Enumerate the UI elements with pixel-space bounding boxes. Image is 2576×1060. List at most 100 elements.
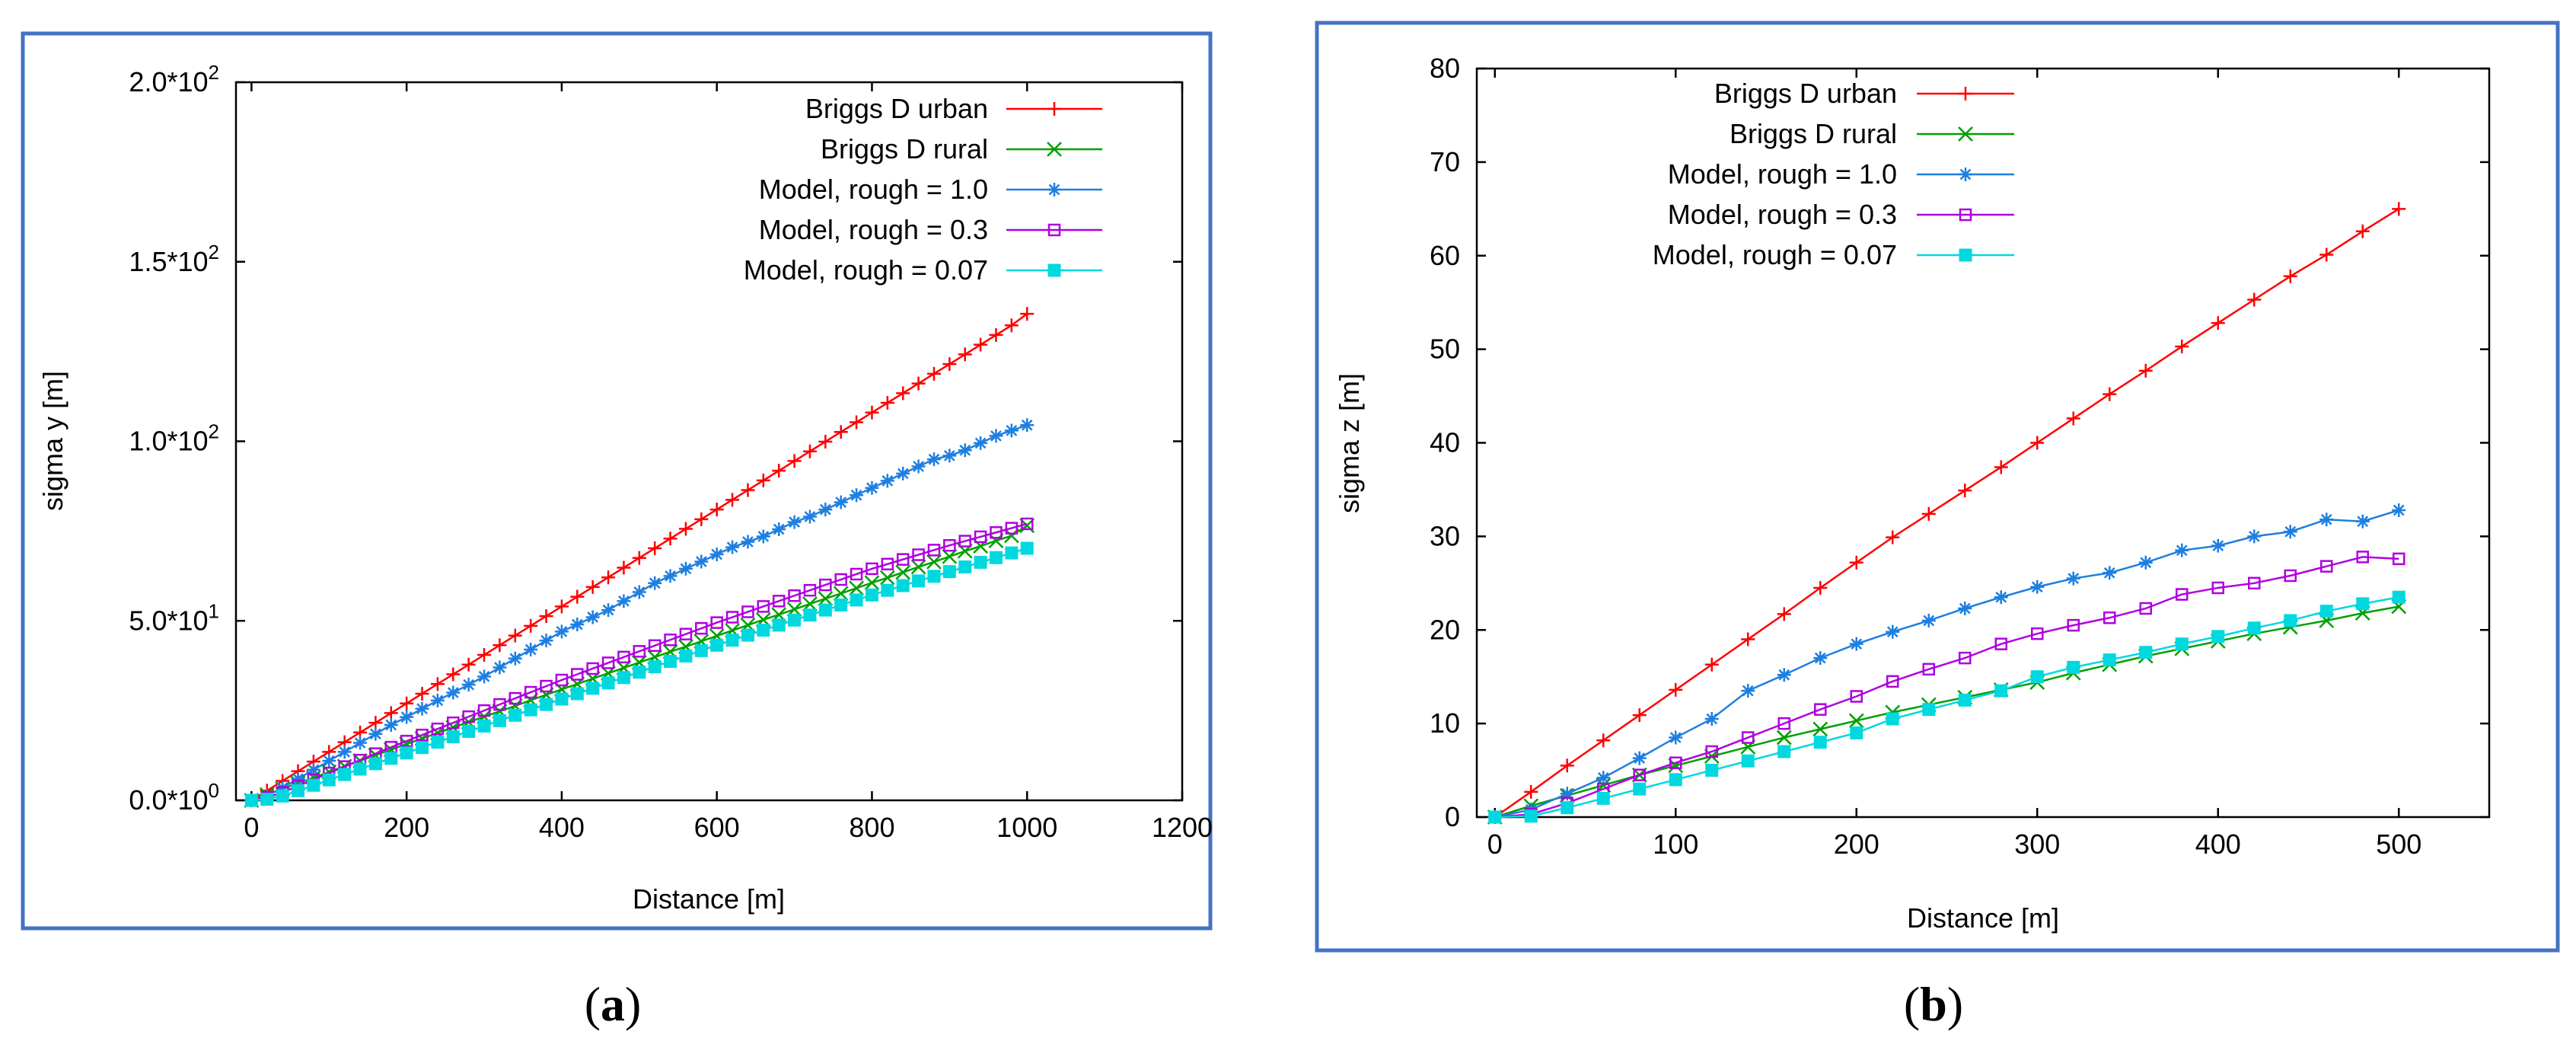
data-point (1020, 418, 1035, 433)
data-point (974, 436, 988, 450)
data-point (1886, 675, 1899, 688)
data-point (632, 551, 646, 565)
data-point (787, 515, 802, 529)
data-point (694, 643, 708, 657)
data-point (586, 662, 599, 675)
data-point (866, 562, 878, 576)
data-point (384, 717, 398, 732)
data-point (1958, 601, 1972, 615)
data-point (1777, 745, 1791, 758)
legend-marker (1959, 87, 1972, 101)
data-point (2030, 670, 2044, 684)
data-point (1488, 810, 1502, 824)
data-point (1705, 745, 1718, 758)
data-point (1561, 801, 1574, 815)
data-point (585, 579, 600, 594)
data-point (989, 429, 1003, 443)
data-point (879, 570, 895, 586)
data-point (850, 567, 863, 581)
data-point (741, 535, 755, 549)
data-point (1959, 651, 1972, 665)
y-tick-label: 50 (1430, 334, 1460, 365)
data-point (260, 793, 274, 806)
data-point (958, 535, 971, 548)
data-point (1958, 693, 1972, 707)
data-point (461, 678, 476, 692)
y-tick-label: 20 (1430, 614, 1460, 645)
data-point (524, 703, 537, 717)
data-point (694, 512, 709, 526)
data-point (539, 609, 553, 624)
series-line-3 (251, 424, 1028, 802)
data-point (2031, 627, 2044, 640)
data-point (539, 634, 553, 648)
data-point (865, 588, 878, 602)
data-point (974, 530, 987, 544)
data-point (1524, 784, 1538, 799)
data-point (756, 473, 770, 487)
x-tick-label: 800 (849, 812, 894, 843)
data-point (1632, 751, 1647, 765)
data-point (1813, 736, 1827, 749)
data-point (446, 685, 461, 700)
data-point (431, 722, 445, 736)
y-tick-label: 5.0*101 (129, 599, 219, 636)
panel-a-caption: (a) (585, 977, 642, 1031)
data-point (2319, 605, 2333, 618)
data-point (2138, 555, 2153, 570)
data-point (818, 503, 833, 517)
data-point (679, 649, 693, 662)
data-point (368, 757, 382, 771)
data-point (446, 667, 461, 682)
data-point (571, 668, 584, 681)
data-point (633, 645, 646, 658)
panel-b: 0 100 200 300 400 500 0 10 20 30 40 50 60 70 80 Briggs… (1315, 21, 2560, 1031)
data-point (1704, 657, 1719, 672)
data-point (942, 449, 957, 463)
data-point (958, 347, 972, 362)
data-point (896, 386, 910, 401)
data-point (834, 425, 848, 439)
data-point (400, 696, 414, 710)
data-point (477, 719, 491, 733)
data-point (2103, 611, 2116, 624)
data-point (493, 660, 507, 675)
series-line-2 (1494, 605, 2399, 819)
panel-b-ylabel: sigma z [m] (1334, 373, 1365, 513)
data-point (353, 736, 368, 750)
data-point (1705, 764, 1719, 777)
series-line-3 (1494, 509, 2399, 819)
data-point (1886, 624, 1900, 639)
y-tick-label: 70 (1430, 146, 1460, 177)
data-point (757, 600, 770, 613)
data-point (772, 522, 786, 537)
data-point (431, 736, 445, 749)
data-point (2211, 316, 2225, 330)
data-point (400, 710, 414, 724)
data-point (881, 583, 894, 597)
data-point (1020, 307, 1035, 321)
data-point (833, 586, 849, 602)
data-point (416, 728, 429, 742)
data-point (1922, 662, 1935, 676)
data-point (788, 613, 802, 627)
data-point (1886, 712, 1899, 726)
data-point (803, 608, 817, 622)
data-point (1596, 791, 1610, 805)
data-point (601, 603, 616, 618)
data-point (802, 596, 818, 611)
data-point (2103, 653, 2116, 667)
data-point (880, 396, 894, 410)
series-line-1 (1494, 208, 2399, 819)
data-point (447, 716, 460, 730)
data-point (663, 569, 677, 583)
data-point (725, 611, 739, 624)
data-point (818, 434, 833, 449)
data-point (1704, 711, 1719, 726)
data-point (942, 548, 958, 564)
data-point (648, 576, 662, 590)
data-point (1921, 613, 1936, 627)
data-point (1777, 717, 1790, 730)
data-point (353, 762, 367, 776)
data-point (338, 768, 352, 781)
